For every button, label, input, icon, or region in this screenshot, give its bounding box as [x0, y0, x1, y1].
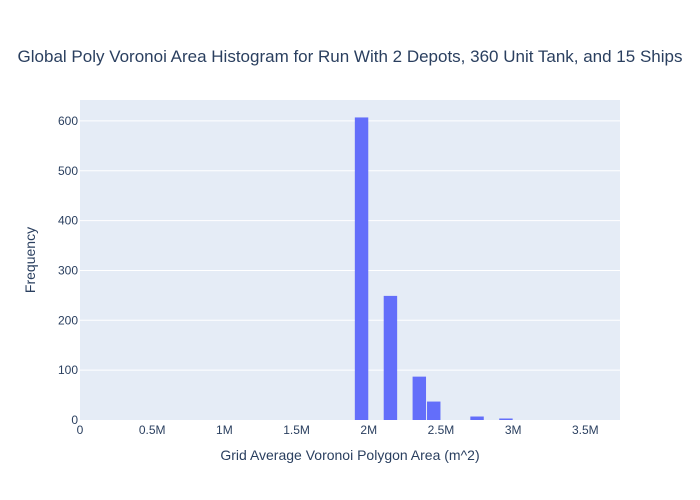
x-tick-label: 3.5M	[572, 423, 599, 437]
y-tick-label: 200	[58, 313, 78, 327]
y-axis-ticks: 0 100 200 300 400 500 600	[58, 114, 78, 427]
y-tick-label: 400	[58, 214, 78, 228]
x-tick-label: 1.5M	[283, 423, 310, 437]
x-tick-label: 3M	[505, 423, 522, 437]
y-tick-label: 500	[58, 164, 78, 178]
chart-title: Global Poly Voronoi Area Histogram for R…	[18, 47, 683, 66]
x-tick-label: 1M	[216, 423, 233, 437]
histogram-bar[interactable]	[427, 401, 441, 420]
y-axis-title: Frequency	[22, 227, 38, 293]
plot-background	[80, 100, 620, 420]
x-tick-label: 2M	[360, 423, 377, 437]
y-tick-label: 300	[58, 263, 78, 277]
histogram-bar[interactable]	[412, 376, 427, 420]
x-axis-ticks: 0 0.5M 1M 1.5M 2M 2.5M 3M 3.5M	[77, 423, 599, 437]
x-axis-title: Grid Average Voronoi Polygon Area (m^2)	[220, 447, 479, 463]
histogram-bar[interactable]	[383, 295, 398, 420]
grid-lines	[80, 120, 620, 371]
x-tick-label: 0.5M	[139, 423, 166, 437]
y-tick-label: 0	[71, 413, 78, 427]
histogram-bar[interactable]	[354, 117, 369, 420]
y-tick-label: 100	[58, 363, 78, 377]
x-tick-label: 0	[77, 423, 84, 437]
histogram-bars	[354, 117, 513, 420]
histogram-bar[interactable]	[470, 416, 484, 420]
histogram-bar[interactable]	[499, 418, 513, 420]
x-tick-label: 2.5M	[428, 423, 455, 437]
y-tick-label: 600	[58, 114, 78, 128]
